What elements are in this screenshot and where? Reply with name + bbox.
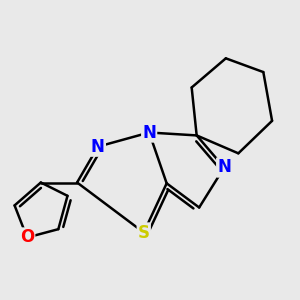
- Text: N: N: [217, 158, 231, 176]
- Text: S: S: [138, 224, 150, 242]
- Text: N: N: [91, 138, 105, 156]
- Text: O: O: [20, 229, 34, 247]
- Text: N: N: [142, 124, 156, 142]
